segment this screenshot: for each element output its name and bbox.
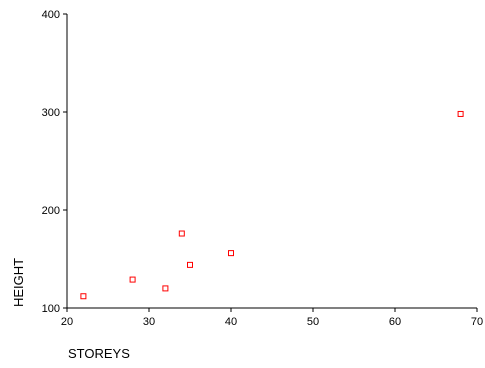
x-tick-label: 40 xyxy=(225,316,237,328)
data-point xyxy=(178,230,185,237)
data-point xyxy=(187,261,193,268)
y-tick-label: 200 xyxy=(42,205,60,217)
y-tick-label: 300 xyxy=(42,107,60,119)
data-point xyxy=(457,110,464,117)
y-tick-label: 400 xyxy=(42,9,60,21)
data-point xyxy=(162,285,169,292)
y-tick-label: 100 xyxy=(42,303,60,315)
x-tick-label: 50 xyxy=(307,316,319,328)
x-tick-label: 30 xyxy=(143,316,155,328)
data-point xyxy=(80,293,87,300)
x-tick-label: 60 xyxy=(389,316,401,328)
x-axis-title: STOREYS xyxy=(68,346,130,361)
x-tick-label: 70 xyxy=(471,316,483,328)
axes xyxy=(66,14,477,309)
data-points xyxy=(80,110,464,300)
y-axis-ticks: 100 200 300 400 xyxy=(42,9,67,315)
data-point xyxy=(228,250,234,257)
data-point xyxy=(129,276,136,283)
x-axis-ticks: 20 30 40 50 60 70 xyxy=(61,308,483,328)
y-axis-title: HEIGHT xyxy=(11,258,26,307)
x-tick-label: 20 xyxy=(61,316,73,328)
